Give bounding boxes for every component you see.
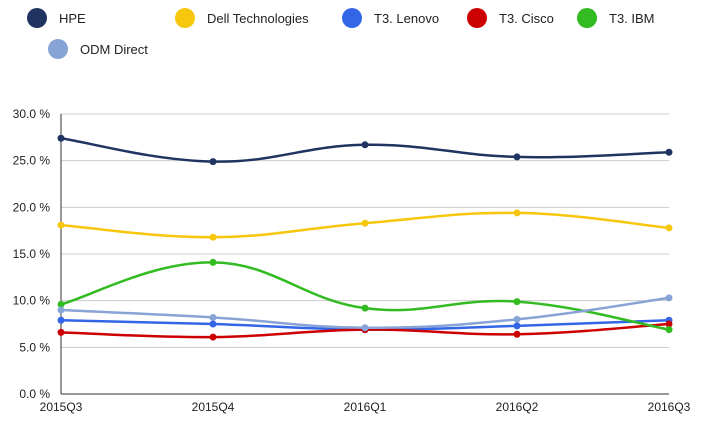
legend-marker-t3-ibm — [577, 8, 597, 28]
data-point-t3-lenovo-2015q3[interactable] — [57, 316, 65, 324]
axes — [60, 114, 669, 395]
series-lines — [57, 134, 673, 341]
data-point-hpe-2015q4[interactable] — [209, 158, 217, 166]
legend-item-hpe[interactable]: HPE — [27, 8, 86, 28]
data-point-t3-ibm-2015q3[interactable] — [57, 300, 65, 308]
data-point-dell-technologies-2016q3[interactable] — [665, 224, 673, 232]
x-tick-label: 2016Q1 — [344, 400, 387, 414]
y-tick-label: 5.0 % — [19, 340, 50, 354]
data-point-hpe-2016q3[interactable] — [665, 148, 673, 156]
data-point-t3-ibm-2015q4[interactable] — [209, 258, 217, 266]
tick-labels: 0.0 % 5.0 % 10.0 % 15.0 % 20.0 % 25.0 % 30.0 %… — [13, 107, 691, 414]
data-point-odm-direct-2015q3[interactable] — [57, 306, 65, 314]
legend-marker-hpe — [27, 8, 47, 28]
data-point-dell-technologies-2016q2[interactable] — [513, 209, 521, 217]
legend-item-t3-cisco[interactable]: T3. Cisco — [467, 8, 554, 28]
x-tick-label: 2016Q2 — [496, 400, 539, 414]
y-tick-label: 25.0 % — [13, 154, 51, 168]
legend: HPE Dell Technologies T3. Lenovo T3. Cisco T… — [27, 8, 655, 59]
legend-marker-t3-lenovo — [342, 8, 362, 28]
data-point-t3-ibm-2016q1[interactable] — [361, 304, 369, 312]
data-point-t3-cisco-2016q2[interactable] — [513, 330, 521, 338]
data-point-t3-ibm-2016q3[interactable] — [665, 326, 673, 334]
series-dell-technologies — [57, 209, 673, 241]
legend-label-t3-lenovo: T3. Lenovo — [374, 11, 439, 26]
data-point-t3-lenovo-2016q2[interactable] — [513, 322, 521, 330]
data-point-t3-lenovo-2015q4[interactable] — [209, 320, 217, 328]
data-point-odm-direct-2016q3[interactable] — [665, 294, 673, 302]
y-tick-label: 30.0 % — [13, 107, 51, 121]
y-tick-label: 0.0 % — [19, 387, 50, 401]
data-point-odm-direct-2016q2[interactable] — [513, 315, 521, 323]
data-point-t3-ibm-2016q2[interactable] — [513, 298, 521, 306]
series-odm-direct — [57, 294, 673, 332]
legend-marker-odm-direct — [48, 39, 68, 59]
data-point-t3-cisco-2015q3[interactable] — [57, 328, 65, 336]
legend-label-odm-direct: ODM Direct — [80, 42, 148, 57]
legend-label-hpe: HPE — [59, 11, 86, 26]
legend-marker-t3-cisco — [467, 8, 487, 28]
legend-label-t3-ibm: T3. IBM — [609, 11, 655, 26]
gridlines — [61, 113, 669, 348]
data-point-t3-cisco-2015q4[interactable] — [209, 333, 217, 341]
series-line-t3-ibm — [59, 261, 671, 331]
data-point-hpe-2016q2[interactable] — [513, 153, 521, 161]
data-point-hpe-2015q3[interactable] — [57, 134, 65, 142]
legend-item-odm-direct[interactable]: ODM Direct — [48, 39, 148, 59]
data-point-t3-cisco-2016q3[interactable] — [665, 320, 673, 328]
y-tick-label: 20.0 % — [13, 200, 51, 214]
data-point-dell-technologies-2015q4[interactable] — [209, 233, 217, 241]
data-point-dell-technologies-2016q1[interactable] — [361, 219, 369, 227]
x-tick-label: 2015Q3 — [40, 400, 83, 414]
data-point-odm-direct-2016q1[interactable] — [361, 324, 369, 332]
legend-label-dell-technologies: Dell Technologies — [207, 11, 309, 26]
legend-item-t3-ibm[interactable]: T3. IBM — [577, 8, 655, 28]
series-t3-ibm — [57, 258, 673, 334]
series-hpe — [57, 134, 673, 166]
legend-item-dell-technologies[interactable]: Dell Technologies — [175, 8, 309, 28]
data-point-odm-direct-2015q4[interactable] — [209, 313, 217, 321]
legend-item-t3-lenovo[interactable]: T3. Lenovo — [342, 8, 439, 28]
y-tick-label: 10.0 % — [13, 294, 51, 308]
y-tick-label: 15.0 % — [13, 247, 51, 261]
data-point-dell-technologies-2015q3[interactable] — [57, 221, 65, 229]
data-point-hpe-2016q1[interactable] — [361, 141, 369, 149]
legend-label-t3-cisco: T3. Cisco — [499, 11, 554, 26]
x-tick-label: 2015Q4 — [192, 400, 235, 414]
legend-marker-dell-technologies — [175, 8, 195, 28]
x-tick-label: 2016Q3 — [648, 400, 691, 414]
